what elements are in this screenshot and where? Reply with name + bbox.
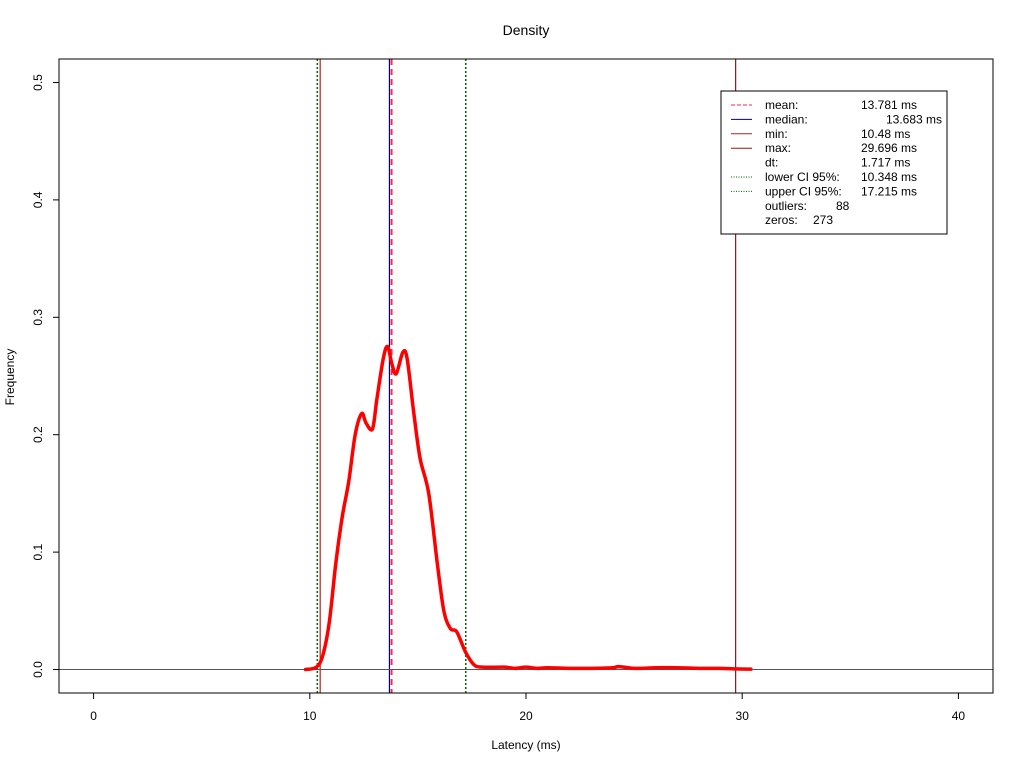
legend-label: outliers: (765, 199, 807, 213)
legend-label: mean: (765, 98, 798, 112)
y-axis: 0.0 0.1 0.2 0.3 0.4 0.5 (31, 74, 59, 678)
legend: mean: 13.781 ms median: 13.683 ms min: 10.48 … (720, 90, 948, 235)
legend-label: max: (765, 141, 791, 155)
x-tick-label: 30 (736, 709, 750, 723)
legend-value: 1.717 ms (861, 156, 910, 170)
x-tick-label: 20 (519, 709, 533, 723)
legend-label: dt: (765, 156, 778, 170)
x-axis: 0 10 20 30 40 (90, 693, 965, 723)
y-tick-label: 0.2 (31, 426, 45, 443)
legend-label: upper CI 95%: (765, 184, 842, 198)
y-tick-label: 0.5 (31, 74, 45, 91)
y-tick-label: 0.3 (31, 309, 45, 326)
x-tick-label: 10 (303, 709, 317, 723)
legend-value: 273 (813, 213, 833, 227)
x-axis-label: Latency (ms) (491, 738, 560, 752)
legend-value: 13.781 ms (861, 98, 917, 112)
density-curve-0 (303, 344, 753, 672)
legend-value: 10.48 ms (861, 127, 910, 141)
legend-value: 17.215 ms (861, 184, 917, 198)
y-tick-label: 0.0 (31, 661, 45, 678)
legend-label: median: (765, 112, 808, 126)
x-tick-label: 0 (90, 709, 97, 723)
legend-value: 29.696 ms (861, 141, 917, 155)
chart-title: Density (503, 22, 550, 38)
legend-label: zeros: (765, 213, 798, 227)
y-tick-label: 0.4 (31, 191, 45, 208)
legend-label: min: (765, 127, 788, 141)
legend-value: 88 (836, 199, 850, 213)
x-tick-label: 40 (952, 709, 966, 723)
series-layer (303, 344, 753, 672)
legend-box (720, 90, 948, 235)
legend-value: 13.683 ms (886, 112, 942, 126)
legend-label: lower CI 95%: (765, 170, 840, 184)
y-tick-label: 0.1 (31, 543, 45, 560)
legend-value: 10.348 ms (861, 170, 917, 184)
y-axis-label: Frequency (3, 349, 17, 406)
